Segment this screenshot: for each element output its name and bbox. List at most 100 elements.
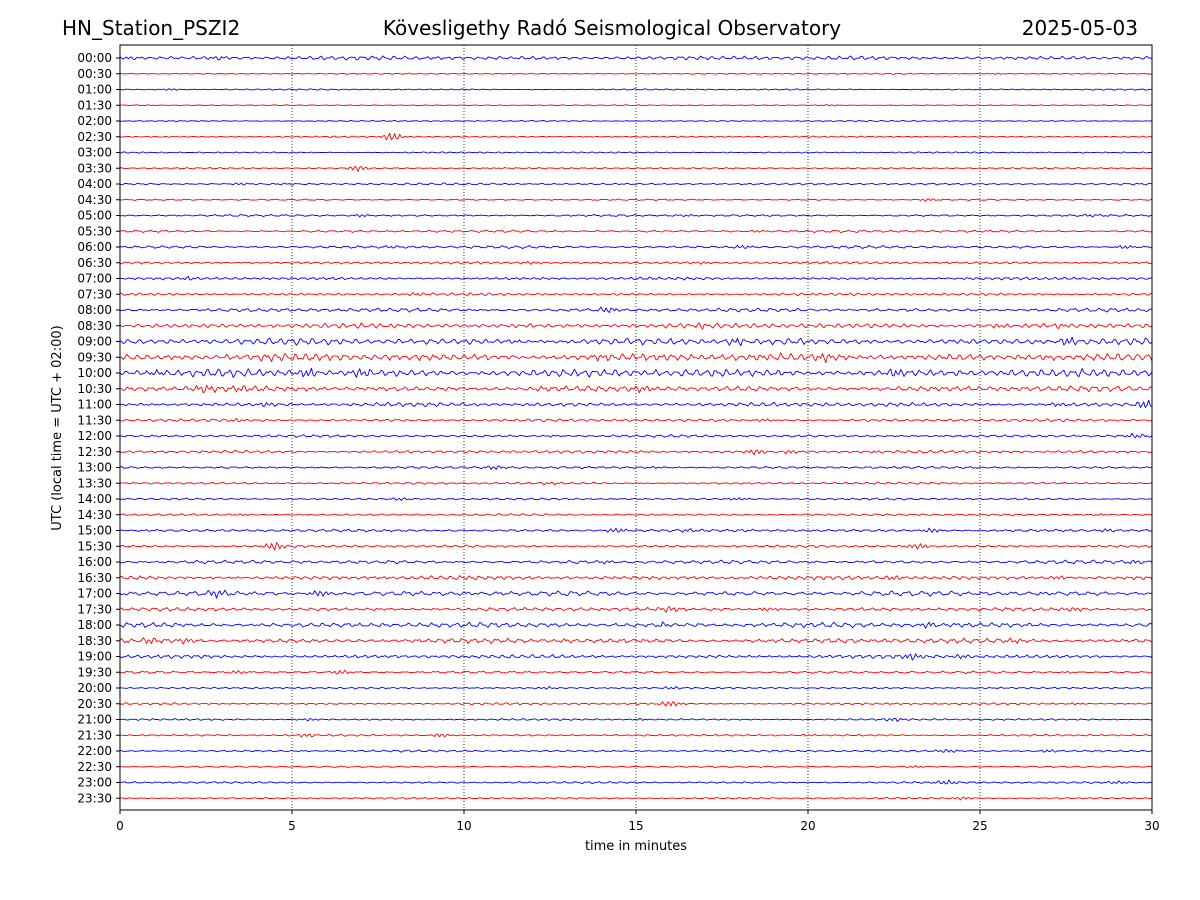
y-tick-label: 13:30 <box>77 476 112 490</box>
seismic-trace-2000 <box>119 685 1153 690</box>
y-tick-label: 18:00 <box>77 618 112 632</box>
x-tick-label: 15 <box>628 819 643 833</box>
seismic-trace-1400 <box>119 497 1153 501</box>
seismic-trace-0400 <box>119 182 1153 186</box>
seismic-trace-1730 <box>119 606 1153 613</box>
seismic-trace-1100 <box>119 399 1153 408</box>
y-tick-label: 02:30 <box>77 130 112 144</box>
y-tick-label: 07:30 <box>77 287 112 301</box>
y-tick-label: 20:30 <box>77 697 112 711</box>
seismic-trace-1830 <box>119 637 1153 645</box>
seismic-trace-2330 <box>119 796 1153 801</box>
y-tick-label: 21:00 <box>77 713 112 727</box>
y-tick-label: 19:00 <box>77 650 112 664</box>
y-tick-label: 14:00 <box>77 492 112 506</box>
seismic-trace-0730 <box>119 292 1153 297</box>
x-tick-label: 10 <box>456 819 471 833</box>
seismic-trace-0200 <box>119 119 1152 123</box>
x-tick-labels: 0 5 10 15 20 25 30 <box>116 810 1160 833</box>
y-tick-label: 07:00 <box>77 272 112 286</box>
x-tick-label: 5 <box>288 819 296 833</box>
seismic-trace-0300 <box>119 151 1153 154</box>
x-axis-label: time in minutes <box>585 839 687 854</box>
seismic-trace-1030 <box>119 384 1153 394</box>
seismic-trace-1900 <box>119 653 1153 661</box>
y-tick-label: 16:00 <box>77 555 112 569</box>
seismic-trace-1230 <box>119 449 1153 456</box>
seismic-trace-1930 <box>119 669 1153 675</box>
y-tick-label: 17:00 <box>77 587 112 601</box>
seismic-trace-1300 <box>119 465 1153 470</box>
y-tick-label: 16:30 <box>77 571 112 585</box>
y-tick-label: 02:00 <box>77 114 112 128</box>
seismic-trace-1800 <box>119 621 1153 629</box>
seismic-trace-2230 <box>119 765 1153 769</box>
date-title: 2025-05-03 <box>1022 16 1138 40</box>
y-tick-label: 04:00 <box>77 177 112 191</box>
vertical-gridlines <box>291 45 981 810</box>
x-tick-label: 0 <box>116 819 124 833</box>
seismic-trace-2030 <box>119 701 1153 707</box>
y-tick-label: 23:00 <box>77 776 112 790</box>
y-tick-label: 06:00 <box>77 240 112 254</box>
y-tick-label: 17:30 <box>77 602 112 616</box>
seismic-trace-1200 <box>119 432 1153 439</box>
x-tick-label: 25 <box>972 819 987 833</box>
seismic-trace-1630 <box>119 575 1153 581</box>
y-tick-label: 11:00 <box>77 398 112 412</box>
y-tick-label: 22:00 <box>77 744 112 758</box>
seismic-trace-0900 <box>119 336 1153 347</box>
seismic-trace-1700 <box>119 589 1153 599</box>
seismic-trace-0030 <box>119 72 1153 75</box>
y-tick-label: 12:00 <box>77 429 112 443</box>
seismic-trace-2130 <box>119 733 1153 738</box>
y-tick-label: 10:00 <box>77 366 112 380</box>
seismic-trace-0600 <box>119 244 1153 250</box>
y-tick-label: 03:30 <box>77 161 112 175</box>
y-tick-label: 00:00 <box>77 51 112 65</box>
chart-title: Kövesligethy Radó Seismological Observat… <box>383 16 841 40</box>
y-axis-label: UTC (local time = UTC + 02:00) <box>50 325 65 530</box>
seismic-trace-1000 <box>119 367 1153 378</box>
seismic-trace-0630 <box>119 260 1153 265</box>
y-tick-label: 01:00 <box>77 83 112 97</box>
x-tick-label: 30 <box>1144 819 1159 833</box>
y-tick-label: 11:30 <box>77 413 112 427</box>
seismic-trace-0500 <box>120 213 1153 218</box>
y-tick-label: 14:30 <box>77 508 112 522</box>
seismic-trace-1530 <box>119 542 1153 551</box>
seismic-trace-2100 <box>120 717 1153 722</box>
y-tick-label: 22:30 <box>77 760 112 774</box>
seismic-trace-0130 <box>120 104 1153 107</box>
y-tick-label: 09:00 <box>77 335 112 349</box>
y-tick-label: 18:30 <box>77 634 112 648</box>
seismic-trace-1500 <box>119 527 1153 533</box>
y-tick-label: 05:00 <box>77 209 112 223</box>
seismic-trace-0430 <box>119 198 1153 202</box>
seismic-trace-1130 <box>119 418 1153 423</box>
y-tick-label: 03:00 <box>77 146 112 160</box>
seismic-trace-1430 <box>119 513 1153 517</box>
y-tick-label: 13:00 <box>77 461 112 475</box>
y-tick-label: 06:30 <box>77 256 112 270</box>
y-tick-label: 08:00 <box>77 303 112 317</box>
y-tick-label: 15:30 <box>77 539 112 553</box>
y-tick-label: 12:30 <box>77 445 112 459</box>
seismic-trace-0530 <box>119 229 1153 234</box>
y-tick-label: 10:30 <box>77 382 112 396</box>
seismic-trace-0100 <box>119 88 1153 91</box>
seismic-trace-0230 <box>119 132 1153 141</box>
x-tick-label: 20 <box>800 819 815 833</box>
y-tick-label: 01:30 <box>77 98 112 112</box>
seismic-trace-0800 <box>119 306 1153 313</box>
seismic-trace-0700 <box>119 275 1153 281</box>
seismic-trace-0000 <box>119 55 1153 61</box>
seismic-trace-2200 <box>119 748 1153 753</box>
seismic-trace-0930 <box>119 352 1153 364</box>
seismic-trace-0330 <box>119 165 1153 172</box>
y-tick-label: 00:30 <box>77 67 112 81</box>
seismic-trace-0830 <box>119 322 1153 330</box>
y-tick-label: 08:30 <box>77 319 112 333</box>
